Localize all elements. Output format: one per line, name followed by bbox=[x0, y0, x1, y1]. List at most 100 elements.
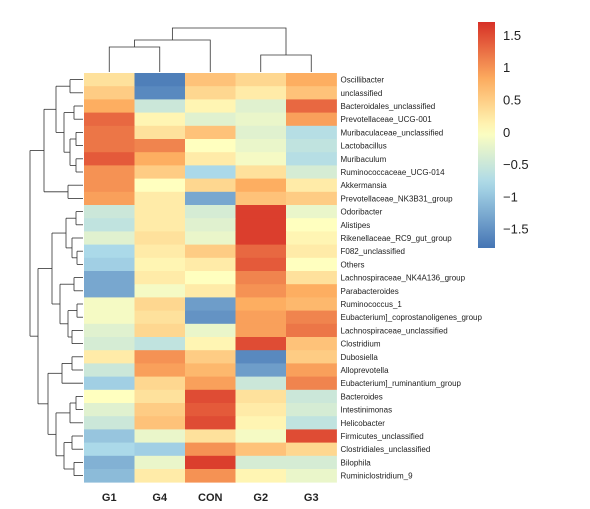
row-label: Akkermansia bbox=[341, 181, 388, 190]
heatmap-cell bbox=[134, 469, 186, 483]
heatmap-cell bbox=[185, 165, 236, 179]
heatmap-cell bbox=[235, 403, 287, 417]
heatmap-cell bbox=[84, 205, 135, 219]
dendrogram-branch bbox=[108, 46, 161, 72]
heatmap-cell bbox=[134, 165, 186, 179]
heatmap-cell bbox=[286, 244, 337, 259]
column-label: G1 bbox=[102, 492, 117, 504]
heatmap-cell bbox=[286, 429, 337, 443]
row-label: Eubacterium]_coprostanoligenes_group bbox=[341, 313, 483, 322]
heatmap-cell bbox=[235, 350, 287, 364]
row-label: Alloprevotella bbox=[341, 366, 390, 375]
row-label: Eubacterium]_ruminantium_group bbox=[341, 379, 462, 388]
heatmap-cell bbox=[235, 191, 287, 206]
column-label: G4 bbox=[152, 492, 168, 504]
heatmap-cell bbox=[286, 337, 337, 351]
heatmap-cell bbox=[185, 376, 236, 391]
heatmap-cell bbox=[185, 99, 236, 113]
heatmap-cell bbox=[134, 244, 186, 259]
legend-tick-label: 0 bbox=[503, 125, 510, 140]
legend-tick-label: −1 bbox=[503, 189, 518, 204]
heatmap-cell bbox=[185, 73, 236, 87]
row-label: Lactobacillus bbox=[341, 142, 387, 151]
row-label: Firmicutes_unclassified bbox=[341, 432, 424, 441]
heatmap-cell bbox=[185, 139, 236, 153]
row-label: Rikenellaceae_RC9_gut_group bbox=[341, 234, 453, 243]
heatmap-cell bbox=[134, 139, 186, 153]
heatmap-cell bbox=[185, 231, 236, 245]
dendrogram-branch bbox=[134, 39, 211, 72]
heatmap-cell bbox=[286, 231, 337, 245]
heatmap-cell bbox=[235, 297, 287, 311]
row-label: Intestinimonas bbox=[341, 406, 393, 415]
heatmap-cell bbox=[84, 191, 135, 206]
heatmap-cell bbox=[235, 165, 287, 179]
heatmap-cell bbox=[84, 389, 135, 404]
heatmap-cell bbox=[134, 152, 186, 166]
heatmap-cell bbox=[185, 257, 236, 272]
row-label: Ruminiclostridium_9 bbox=[341, 472, 414, 481]
heatmap-cell bbox=[235, 310, 287, 325]
heatmap-cell bbox=[235, 323, 287, 338]
heatmap-cell bbox=[134, 231, 186, 245]
heatmap-cell bbox=[84, 416, 135, 430]
heatmap-cell bbox=[235, 337, 287, 351]
heatmap-cell bbox=[84, 363, 135, 377]
heatmap-cell bbox=[134, 455, 186, 470]
heatmap-cell bbox=[185, 152, 236, 166]
heatmap-cell bbox=[286, 191, 337, 206]
heatmap-cell bbox=[185, 469, 236, 483]
heatmap-cell bbox=[134, 363, 186, 377]
heatmap-cell bbox=[286, 469, 337, 483]
heatmap-cell bbox=[185, 271, 236, 285]
heatmap-cell bbox=[286, 310, 337, 325]
heatmap-cell bbox=[134, 218, 186, 232]
heatmap-cell bbox=[286, 152, 337, 166]
heatmap-cell bbox=[185, 455, 236, 470]
heatmap-cell bbox=[84, 257, 135, 272]
heatmap-cell bbox=[235, 271, 287, 285]
row-label: Bacteroides bbox=[341, 392, 383, 401]
heatmap-cell bbox=[84, 469, 135, 483]
heatmap-cell bbox=[235, 178, 287, 193]
heatmap-cell bbox=[84, 284, 135, 298]
heatmap-cell bbox=[134, 284, 186, 298]
heatmap-cell bbox=[185, 205, 236, 219]
row-labels: Oscillibacter unclassified Bacteroidales_u… bbox=[341, 76, 483, 481]
heatmap-cell bbox=[286, 125, 337, 140]
row-label: Clostridiales_unclassified bbox=[341, 445, 431, 454]
heatmap-cell bbox=[84, 310, 135, 325]
heatmap-cell bbox=[84, 231, 135, 245]
row-label: Oscillibacter bbox=[341, 76, 385, 85]
heatmap-cell bbox=[84, 152, 135, 166]
heatmap-cell bbox=[134, 271, 186, 285]
heatmap-cell bbox=[286, 416, 337, 430]
heatmap-cell bbox=[286, 86, 337, 100]
heatmap-cell bbox=[235, 284, 287, 298]
heatmap-cell bbox=[84, 86, 135, 100]
heatmap-cell bbox=[235, 429, 287, 443]
heatmap-cell bbox=[84, 218, 135, 232]
heatmap-cell bbox=[286, 178, 337, 193]
heatmap-cell bbox=[235, 218, 287, 232]
heatmap-cell bbox=[286, 284, 337, 298]
heatmap-cell bbox=[235, 469, 287, 483]
heatmap-cell bbox=[134, 112, 186, 127]
heatmap-cell bbox=[134, 403, 186, 417]
heatmap-cell bbox=[84, 297, 135, 311]
heatmap-cell bbox=[84, 165, 135, 179]
column-label: G3 bbox=[304, 492, 319, 504]
heatmap-cell bbox=[185, 191, 236, 206]
heatmap-cell bbox=[185, 112, 236, 127]
heatmap-cell bbox=[235, 244, 287, 259]
heatmap-cell bbox=[134, 323, 186, 338]
row-label: Alistipes bbox=[341, 221, 371, 230]
heatmap-cell bbox=[185, 310, 236, 325]
heatmap-cell bbox=[84, 125, 135, 140]
heatmap-cell bbox=[185, 389, 236, 404]
heatmap-cell bbox=[84, 139, 135, 153]
row-label: Others bbox=[341, 260, 365, 269]
heatmap-cell bbox=[235, 455, 287, 470]
row-label: Ruminococcaceae_UCG-014 bbox=[341, 168, 446, 177]
